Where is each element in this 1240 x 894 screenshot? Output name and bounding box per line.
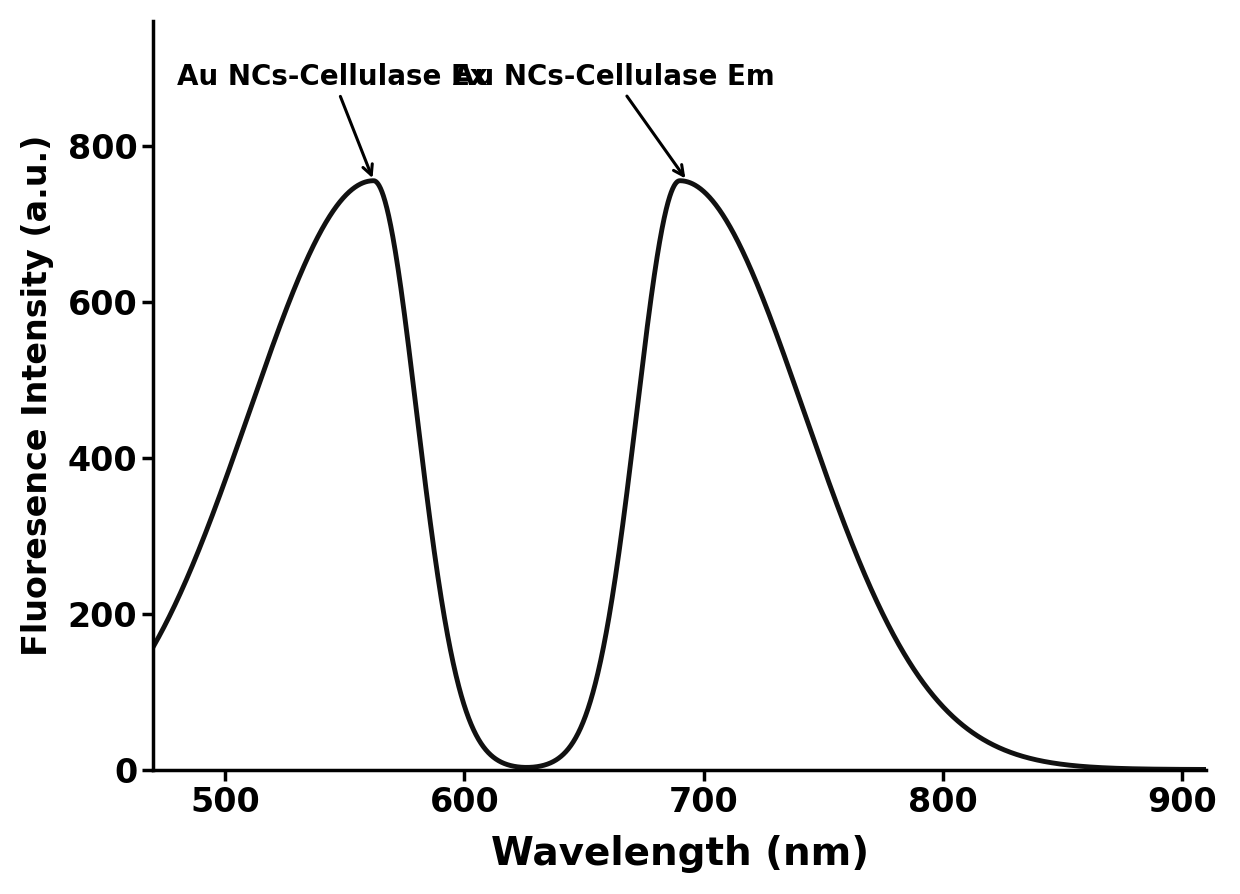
Text: Au NCs-Cellulase Ex: Au NCs-Cellulase Ex	[177, 63, 489, 175]
X-axis label: Wavelength (nm): Wavelength (nm)	[491, 835, 869, 873]
Text: Au NCs-Cellulase Em: Au NCs-Cellulase Em	[453, 63, 774, 175]
Y-axis label: Fluoresence Intensity (a.u.): Fluoresence Intensity (a.u.)	[21, 134, 53, 656]
